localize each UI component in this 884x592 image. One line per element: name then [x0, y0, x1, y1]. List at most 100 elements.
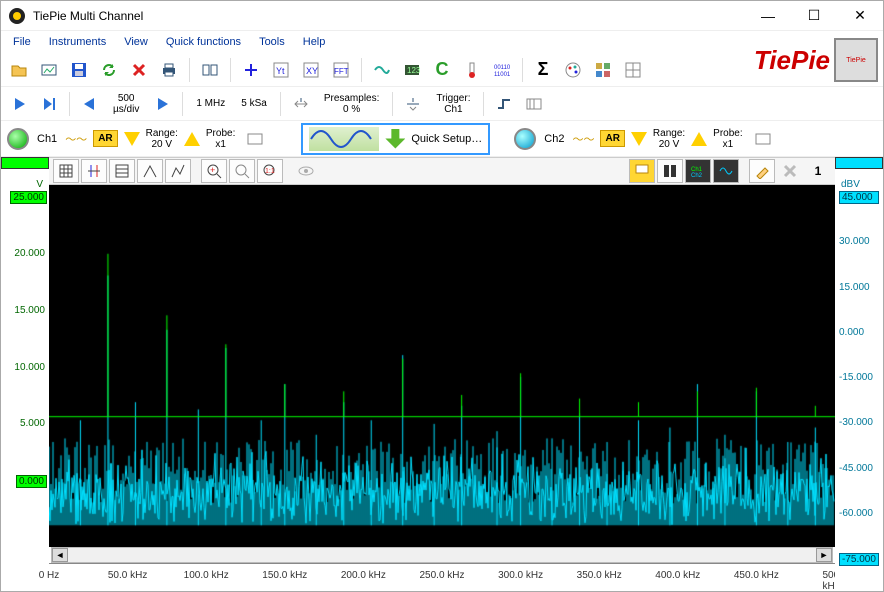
graph-canvas-wrap: + 1:1 Ch1Ch2 1 ◄ ► 0 Hz50.0 kHz100.0 kHz… [49, 157, 835, 591]
left-axis-unit: V [36, 179, 43, 190]
gtb-axis-pair-icon[interactable] [657, 159, 683, 183]
timebase-next-icon[interactable] [148, 90, 176, 118]
ch2-axis-header[interactable] [835, 157, 883, 169]
menubar: File Instruments View Quick functions To… [1, 31, 883, 53]
wave-icon[interactable] [368, 56, 396, 84]
ch2-led-icon[interactable] [514, 128, 536, 150]
gtb-visibility-icon[interactable] [293, 159, 319, 183]
toolbar-main: Yt XY FFT 123 C 0011011001 Σ [1, 53, 883, 87]
svg-text:1:1: 1:1 [265, 168, 275, 175]
ch1-range-up-icon[interactable] [184, 132, 200, 146]
ch1-coupling-icon[interactable]: 〜〜 [65, 131, 87, 147]
menu-tools[interactable]: Tools [251, 34, 293, 50]
timebase-prev-icon[interactable] [76, 90, 104, 118]
gtb-cursors-icon[interactable] [81, 159, 107, 183]
gtb-sine-tool-icon[interactable] [713, 159, 739, 183]
gtb-peak2-icon[interactable] [165, 159, 191, 183]
svg-text:123: 123 [407, 66, 421, 75]
trigger-icon[interactable] [399, 90, 427, 118]
ch2-range[interactable]: Range:20 V [653, 128, 685, 150]
quick-setup-button[interactable]: Quick Setup… [301, 123, 490, 155]
ch1-config-icon[interactable] [241, 125, 269, 153]
delete-icon[interactable] [125, 56, 153, 84]
quick-setup-label: Quick Setup… [411, 133, 482, 145]
sample-rate[interactable]: 1 MHz [189, 90, 232, 118]
scroll-left-icon[interactable]: ◄ [52, 548, 68, 562]
gtb-cursor-tool-icon[interactable] [629, 159, 655, 183]
ch1-label: Ch1 [35, 133, 59, 145]
palette-icon[interactable] [559, 56, 587, 84]
open-settings-icon[interactable] [35, 56, 63, 84]
titlebar: TiePie Multi Channel — ☐ ✕ [1, 1, 883, 31]
trigger-config-icon[interactable] [520, 90, 548, 118]
menu-view[interactable]: View [116, 34, 156, 50]
layout-icon[interactable] [589, 56, 617, 84]
ch1-led-icon[interactable] [7, 128, 29, 150]
ch1-range[interactable]: Range:20 V [146, 128, 178, 150]
gtb-zoom-in-icon[interactable]: + [201, 159, 227, 183]
branding: TiePie TiePie [754, 36, 878, 84]
print-icon[interactable] [155, 56, 183, 84]
menu-instruments[interactable]: Instruments [41, 34, 114, 50]
cursor-plus-icon[interactable] [237, 56, 265, 84]
x-axis[interactable]: 0 Hz50.0 kHz100.0 kHz150.0 kHz200.0 kHz2… [49, 563, 835, 591]
spectrum-canvas[interactable] [49, 185, 835, 547]
y-axis-left[interactable]: V 25.00020.00015.00010.0005.0000.000 [1, 157, 49, 591]
gtb-clear-icon[interactable] [749, 159, 775, 183]
ch2-range-down-icon[interactable] [631, 132, 647, 146]
refresh-icon[interactable] [95, 56, 123, 84]
gtb-channels-icon[interactable]: Ch1Ch2 [685, 159, 711, 183]
ch1-range-down-icon[interactable] [124, 132, 140, 146]
menu-file[interactable]: File [5, 34, 39, 50]
play-icon[interactable] [5, 90, 33, 118]
gtb-close-icon[interactable] [777, 159, 803, 183]
gtb-grid-icon[interactable] [53, 159, 79, 183]
minimize-button[interactable]: — [745, 1, 791, 31]
save-icon[interactable] [65, 56, 93, 84]
graph-number: 1 [805, 159, 831, 183]
trigger-edge-icon[interactable] [490, 90, 518, 118]
presamples[interactable]: Presamples:0 % [317, 90, 387, 118]
timebase-number: 500 [118, 93, 135, 104]
timebase-value[interactable]: 500µs/div [106, 90, 146, 118]
yt-graph-icon[interactable]: Yt [267, 56, 295, 84]
gtb-table-icon[interactable] [109, 159, 135, 183]
fft-icon[interactable]: FFT [327, 56, 355, 84]
grid-4-icon[interactable] [619, 56, 647, 84]
gtb-zoom-11-icon[interactable]: 1:1 [257, 159, 283, 183]
scroll-right-icon[interactable]: ► [816, 548, 832, 562]
ch1-axis-header[interactable] [1, 157, 49, 169]
binary-icon[interactable]: 0011011001 [488, 56, 516, 84]
sample-count[interactable]: 5 kSa [234, 90, 274, 118]
ch1-probe[interactable]: Probe:x1 [206, 128, 235, 150]
temperature-icon[interactable] [458, 56, 486, 84]
menu-quickfunctions[interactable]: Quick functions [158, 34, 249, 50]
play-once-icon[interactable] [35, 90, 63, 118]
trigger-pos-icon[interactable] [287, 90, 315, 118]
ch2-range-up-icon[interactable] [691, 132, 707, 146]
maximize-button[interactable]: ☐ [791, 1, 837, 31]
numeric-display-icon[interactable]: 123 [398, 56, 426, 84]
ch2-probe[interactable]: Probe:x1 [713, 128, 742, 150]
gtb-peak1-icon[interactable] [137, 159, 163, 183]
close-button[interactable]: ✕ [837, 1, 883, 31]
graph-h-scrollbar[interactable]: ◄ ► [51, 547, 833, 563]
presamples-label: Presamples: [324, 93, 380, 104]
svg-text:Yt: Yt [276, 66, 285, 76]
xy-graph-icon[interactable]: XY [297, 56, 325, 84]
menu-help[interactable]: Help [295, 34, 334, 50]
right-axis-unit: dBV [841, 179, 860, 190]
ch2-autorange[interactable]: AR [600, 130, 624, 147]
open-icon[interactable] [5, 56, 33, 84]
ch2-coupling-icon[interactable]: 〜〜 [572, 131, 594, 147]
ch1-autorange[interactable]: AR [93, 130, 117, 147]
y-axis-right[interactable]: dBV 45.00030.00015.0000.000-15.000-30.00… [835, 157, 883, 591]
io-icon[interactable] [196, 56, 224, 84]
quick-setup-wave-icon [309, 127, 379, 151]
sigma-icon[interactable]: Σ [529, 56, 557, 84]
svg-text:XY: XY [306, 66, 318, 76]
ch2-config-icon[interactable] [749, 125, 777, 153]
gtb-zoom-out-icon[interactable] [229, 159, 255, 183]
c-icon[interactable]: C [428, 56, 456, 84]
trigger-source[interactable]: Trigger:Ch1 [429, 90, 477, 118]
